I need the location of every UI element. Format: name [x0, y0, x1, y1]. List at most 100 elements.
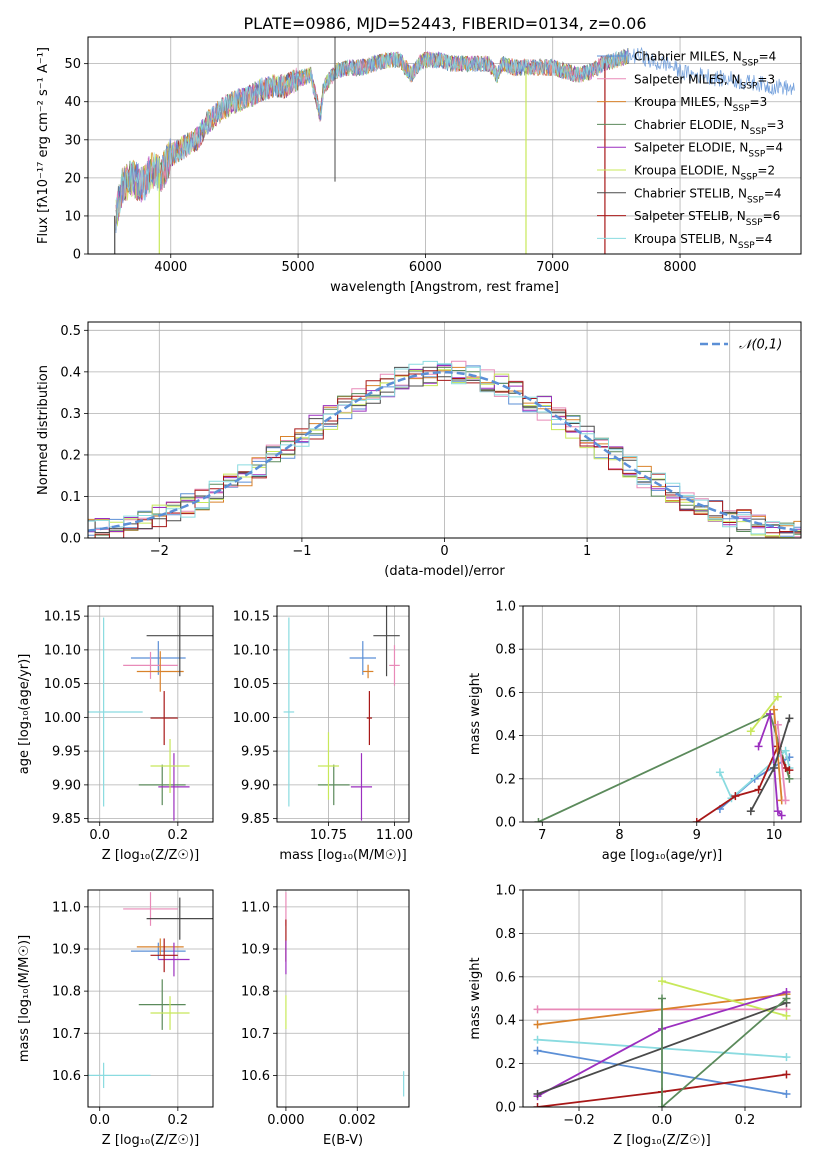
y-tick-label: 0.6 [495, 970, 516, 985]
weight-series-kroupa-elodie [746, 692, 782, 736]
legend-subscript: SSP [741, 173, 758, 183]
x-tick-label: −0.2 [563, 1113, 595, 1128]
weight-line [757, 713, 783, 817]
axes-frame [276, 889, 410, 1108]
y-tick-label: 11.0 [241, 900, 270, 915]
legend-entry: Kroupa MILES, NSSP=3 [634, 95, 767, 114]
plot-area [285, 892, 405, 1097]
weight-line [719, 749, 791, 800]
y-tick-label: 9.95 [241, 745, 270, 760]
axes-frame [87, 605, 214, 823]
spectrum-panel: 4000 5000 6000 7000 8000 0 10 20 30 40 50 wavelengt… [36, 36, 802, 295]
y-tick-label: 0.6 [495, 686, 516, 701]
y-tick-label: 10.15 [44, 610, 81, 625]
y-tick-label: 11.0 [52, 900, 81, 915]
axis-ticks: 10.75 11.00 9.85 9.90 9.95 10.00 10.05 10.10 10.… [233, 610, 413, 843]
errorbar-point-chabrier-stelib [146, 897, 213, 940]
y-tick-label: 0.8 [495, 927, 516, 942]
figure-title: PLATE=0986, MJD=52443, FIBERID=0134, z=0… [243, 14, 646, 33]
x-tick-label: 0.000 [267, 1113, 304, 1128]
y-axis-label: mass weight [468, 957, 483, 1039]
x-tick-label: 8 [615, 828, 623, 843]
y-tick-label: 10.9 [241, 942, 270, 957]
x-tick-label: 8000 [663, 260, 696, 275]
axes-frame [87, 36, 802, 255]
errorbar-point-salpeter-elodie [158, 753, 190, 821]
y-tick-label: 0.2 [60, 448, 81, 463]
histogram-kroupa-miles [88, 366, 801, 538]
y-axis-label: mass weight [468, 673, 483, 755]
y-tick-label: 0.2 [495, 772, 516, 787]
y-tick-label: 0.0 [495, 1101, 516, 1116]
x-tick-label: 10 [766, 828, 783, 843]
legend-value: =4 [764, 186, 782, 200]
errorbar-point-kroupa-elodie [150, 738, 190, 793]
x-tick-label: 0.2 [168, 1113, 189, 1128]
legend-subscript: SSP [738, 241, 755, 251]
y-tick-label: 0.5 [60, 324, 81, 339]
weight-series-chabrier-elodie [658, 994, 791, 1107]
errorbar-point-chabrier-miles [130, 641, 186, 675]
y-tick-label: 9.85 [241, 812, 270, 827]
y-tick-label: 10.7 [241, 1027, 270, 1042]
weight-vs-metallicity-panel: −0.2 0.0 0.2 0.0 0.2 0.4 0.6 0.8 1.0 Z [log₁₀(Z/Z… [468, 884, 802, 1148]
normal-curve [88, 371, 801, 532]
axes-frame [522, 605, 802, 823]
x-tick-label: 0 [440, 544, 448, 559]
y-tick-label: 1.0 [495, 600, 516, 615]
errorbar-point-salpeter-stelib [150, 691, 178, 746]
plot-area [114, 37, 795, 254]
x-axis-label: age [log₁₀(age/yr)] [602, 848, 723, 863]
x-axis-label: Z [log₁₀(Z/Z☉)] [613, 1133, 710, 1148]
x-tick-label: 5000 [282, 260, 315, 275]
x-tick-label: −1 [292, 544, 311, 559]
histogram-chabrier-elodie [88, 366, 801, 538]
axis-ticks: 4000 5000 6000 7000 8000 0 10 20 30 40 50 [64, 57, 696, 275]
plot-area [534, 692, 794, 822]
y-tick-label: 10.6 [52, 1069, 81, 1084]
mass-vs-ebv-panel: 0.000 0.002 10.6 10.7 10.8 10.9 11.0 E(B-V) [241, 889, 410, 1148]
axis-ticks: 0.0 0.2 9.85 9.90 9.95 10.00 10.05 10.10 10.15 [44, 610, 188, 843]
errorbar-point-kroupa-elodie [150, 996, 190, 1030]
legend-subscript: SSP [748, 150, 765, 160]
y-tick-label: 10.7 [52, 1027, 81, 1042]
x-axis-label: Z [log₁₀(Z/Z☉)] [102, 1133, 199, 1148]
legend-value: =4 [765, 141, 783, 155]
x-tick-label: 4000 [154, 260, 187, 275]
axis-ticks: 7 8 9 10 0.0 0.2 0.4 0.6 0.8 1.0 [495, 600, 782, 844]
y-tick-label: 10.10 [44, 643, 81, 658]
legend-subscript: SSP [747, 195, 764, 205]
errorbar-point-salpeter-miles [123, 892, 178, 926]
x-axis-label: Z [log₁₀(Z/Z☉)] [102, 848, 199, 863]
residual-histogram-panel: −2 −1 0 1 2 0.0 0.1 0.2 0.3 0.4 0.5 (data-model)/er… [36, 321, 802, 579]
y-axis-label: Flux [fλ10⁻¹⁷ erg cm⁻² s⁻¹ A⁻¹] [36, 47, 51, 244]
legend-entry: Chabrier STELIB, NSSP=4 [634, 186, 782, 205]
errorbar-point-kroupa-stelib [88, 617, 143, 807]
weight-line [750, 696, 779, 732]
y-tick-label: 30 [64, 133, 81, 148]
x-tick-label: 7000 [536, 260, 569, 275]
y-tick-label: 9.85 [52, 812, 81, 827]
y-tick-label: 0.4 [495, 729, 516, 744]
y-tick-label: 0.0 [495, 816, 516, 831]
x-tick-label: 0.002 [339, 1113, 376, 1128]
y-tick-label: 10.10 [233, 643, 270, 658]
x-tick-label: −2 [150, 544, 169, 559]
errorbar-point-salpeter-elodie [350, 753, 373, 821]
x-axis-label: (data-model)/error [384, 564, 505, 579]
legend-value: =4 [755, 232, 773, 246]
plot-area [88, 360, 801, 538]
legend-subscript: SSP [742, 59, 759, 69]
y-tick-label: 0.8 [495, 643, 516, 658]
x-tick-label: 0.2 [735, 1113, 756, 1128]
plot-area [88, 606, 213, 821]
x-tick-label: 11.00 [376, 828, 413, 843]
legend-value: =3 [766, 118, 784, 132]
axis-ticks: 0.000 0.002 10.6 10.7 10.8 10.9 11.0 [241, 900, 376, 1128]
y-tick-label: 0.0 [60, 532, 81, 547]
errorbar-point-chabrier-stelib [373, 606, 400, 677]
x-axis-label: wavelength [Angstrom, rest frame] [330, 280, 559, 295]
y-axis-label: age [log₁₀(age/yr)] [17, 654, 32, 775]
legend-subscript: SSP [733, 104, 750, 114]
x-tick-label: 2 [726, 544, 734, 559]
